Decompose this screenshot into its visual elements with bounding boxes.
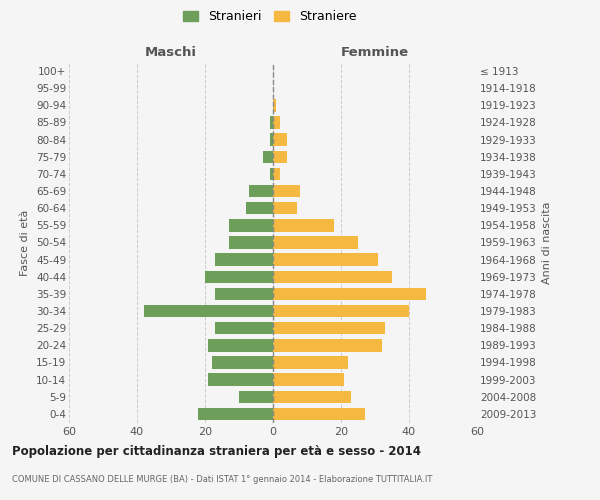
- Bar: [273, 374, 344, 386]
- Bar: [273, 236, 358, 248]
- Bar: [239, 390, 273, 403]
- Bar: [273, 202, 297, 214]
- Bar: [273, 185, 300, 197]
- Bar: [273, 150, 287, 163]
- Y-axis label: Fasce di età: Fasce di età: [20, 210, 31, 276]
- Bar: [273, 390, 351, 403]
- Text: COMUNE DI CASSANO DELLE MURGE (BA) - Dati ISTAT 1° gennaio 2014 - Elaborazione T: COMUNE DI CASSANO DELLE MURGE (BA) - Dat…: [12, 475, 433, 484]
- Bar: [208, 374, 273, 386]
- Bar: [269, 116, 273, 128]
- Text: Femmine: Femmine: [341, 46, 409, 59]
- Bar: [205, 270, 273, 283]
- Bar: [212, 356, 273, 368]
- Bar: [229, 219, 273, 232]
- Bar: [273, 254, 379, 266]
- Bar: [208, 339, 273, 351]
- Bar: [273, 356, 348, 368]
- Bar: [144, 305, 273, 317]
- Bar: [273, 270, 392, 283]
- Bar: [273, 288, 426, 300]
- Text: Maschi: Maschi: [145, 46, 197, 59]
- Bar: [229, 236, 273, 248]
- Bar: [249, 185, 273, 197]
- Bar: [269, 168, 273, 180]
- Bar: [273, 168, 280, 180]
- Text: Popolazione per cittadinanza straniera per età e sesso - 2014: Popolazione per cittadinanza straniera p…: [12, 445, 421, 458]
- Bar: [215, 288, 273, 300]
- Bar: [273, 99, 277, 112]
- Bar: [215, 322, 273, 334]
- Bar: [273, 219, 334, 232]
- Bar: [263, 150, 273, 163]
- Legend: Stranieri, Straniere: Stranieri, Straniere: [179, 6, 361, 26]
- Bar: [273, 134, 287, 146]
- Bar: [273, 116, 280, 128]
- Bar: [215, 254, 273, 266]
- Bar: [273, 305, 409, 317]
- Bar: [273, 339, 382, 351]
- Bar: [198, 408, 273, 420]
- Y-axis label: Anni di nascita: Anni di nascita: [542, 201, 552, 284]
- Bar: [269, 134, 273, 146]
- Bar: [246, 202, 273, 214]
- Bar: [273, 322, 385, 334]
- Bar: [273, 408, 365, 420]
